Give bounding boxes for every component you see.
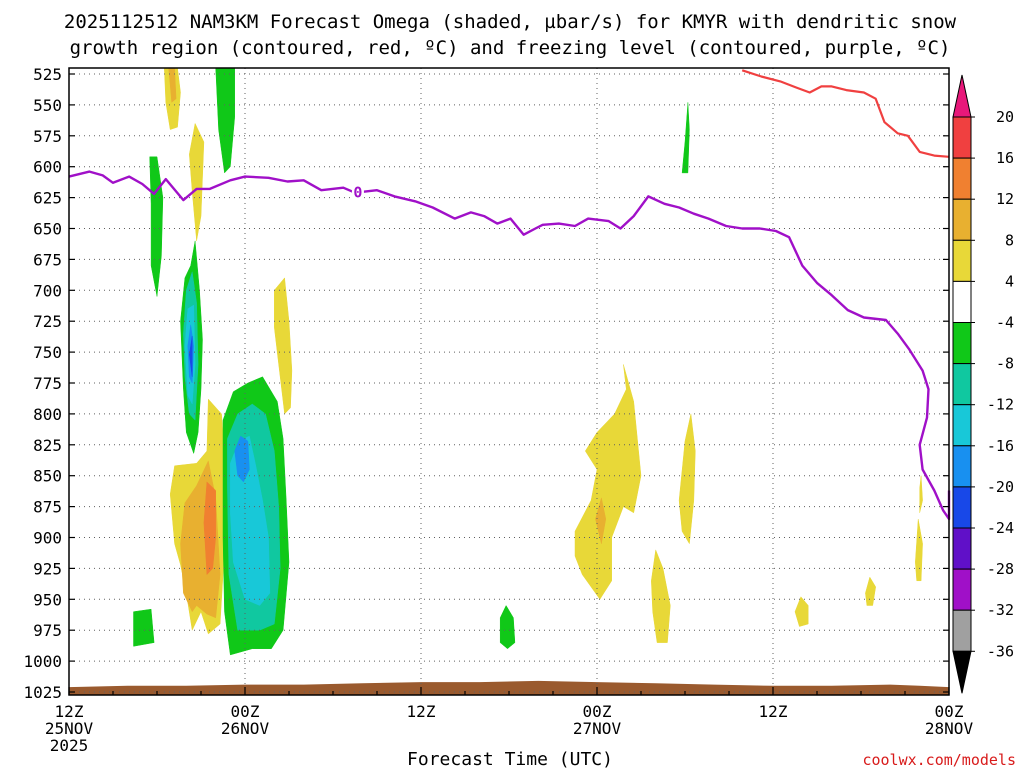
- colorbar-label-13: -32: [987, 601, 1014, 619]
- freezing-level-label: 0: [353, 184, 362, 202]
- colorbar-swatch-10: [952, 486, 972, 529]
- colorbar-swatch-2: [952, 157, 972, 200]
- y-tick-label-975: 975: [33, 621, 62, 640]
- x-tick-label-h0-line2: 25NOV: [45, 719, 94, 738]
- chart-title-line-1: 2025112512 NAM3KM Forecast Omega (shaded…: [64, 11, 957, 33]
- omega-shaded-region-24: [651, 548, 671, 643]
- omega-shaded-region-13: [189, 335, 193, 377]
- y-tick-label-775: 775: [33, 374, 62, 393]
- omega-shaded-region-28: [919, 475, 923, 513]
- x-tick-label-h36-line2: 27NOV: [573, 719, 622, 738]
- colorbar-label-2: 16: [996, 149, 1014, 167]
- y-tick-label-600: 600: [33, 158, 62, 177]
- colorbar-swatch-13: [952, 609, 972, 652]
- y-tick-label-700: 700: [33, 281, 62, 300]
- omega-shaded-region-14: [274, 277, 293, 415]
- colorbar-label-3: 12: [996, 190, 1014, 208]
- omega-shaded-region-29: [681, 102, 690, 174]
- colorbar-swatch-12: [952, 568, 972, 611]
- y-tick-label-875: 875: [33, 498, 62, 517]
- colorbar-label-12: -28: [987, 560, 1014, 578]
- x-tick-label-h24-line1: 12Z: [407, 702, 436, 721]
- colorbar-label-9: -16: [987, 437, 1014, 455]
- colorbar-label-6: -4: [996, 314, 1014, 332]
- colorbar-swatch-6: [952, 322, 972, 365]
- x-tick-label-h48-line1: 12Z: [759, 702, 788, 721]
- colorbar-swatch-1: [952, 116, 972, 159]
- colorbar-swatch-7: [952, 363, 972, 406]
- dendritic-growth-contour: [741, 69, 950, 158]
- colorbar-swatch-8: [952, 404, 972, 447]
- y-tick-label-525: 525: [33, 65, 62, 84]
- colorbar-swatch-4: [952, 239, 972, 282]
- freezing-level-contour: [68, 170, 951, 521]
- colorbar-swatch-3: [952, 198, 972, 241]
- y-tick-label-550: 550: [33, 96, 62, 115]
- contour-layer: 0: [68, 69, 951, 521]
- chart-title-line-2: growth region (contoured, red, ºC) and f…: [70, 37, 951, 59]
- omega-shading-layer: [133, 67, 923, 656]
- x-tick-label-h0-line3: 2025: [50, 736, 89, 755]
- colorbar-label-1: 20: [996, 108, 1014, 126]
- colorbar-label-10: -20: [987, 478, 1014, 496]
- omega-shaded-region-27: [915, 518, 923, 582]
- y-tick-label-1000: 1000: [23, 652, 62, 671]
- freezing-level-label-bg: [351, 183, 364, 201]
- y-tick-label-950: 950: [33, 590, 62, 609]
- x-tick-label-h60-line1: 00Z: [935, 702, 964, 721]
- y-tick-label-575: 575: [33, 127, 62, 146]
- colorbar-label-4: 8: [1005, 231, 1014, 249]
- x-tick-label-h36-line1: 00Z: [583, 702, 612, 721]
- pressure-axis: 525 550 575 600 625 650 675 700 725 750 775 800 825 8…: [23, 65, 949, 702]
- omega-shaded-region-3: [189, 122, 205, 241]
- omega-shaded-region-18: [234, 435, 250, 483]
- y-tick-label-925: 925: [33, 559, 62, 578]
- y-tick-label-625: 625: [33, 189, 62, 208]
- y-tick-label-800: 800: [33, 405, 62, 424]
- y-tick-label-675: 675: [33, 250, 62, 269]
- omega-shaded-region-19: [133, 608, 155, 647]
- source-credit: coolwx.com/models: [862, 751, 1016, 768]
- omega-shaded-region-20: [499, 604, 516, 650]
- colorbar-swatch-11: [952, 527, 972, 570]
- colorbar-bottom-arrow: [952, 650, 972, 694]
- y-tick-label-725: 725: [33, 312, 62, 331]
- colorbar-label-14: -36: [987, 642, 1014, 660]
- y-tick-label-750: 750: [33, 343, 62, 362]
- x-axis-label: Forecast Time (UTC): [407, 749, 613, 768]
- y-tick-label-850: 850: [33, 467, 62, 486]
- colorbar-label-11: -24: [987, 519, 1014, 537]
- colorbar-swatch-5: [952, 280, 972, 323]
- y-tick-label-900: 900: [33, 529, 62, 548]
- colorbar-label-5: 4: [1005, 272, 1014, 290]
- colorbar-label-7: -8: [996, 355, 1014, 373]
- y-tick-label-1025: 1025: [23, 683, 62, 702]
- y-tick-label-650: 650: [33, 220, 62, 239]
- omega-shaded-region-26: [865, 576, 876, 606]
- colorbar-swatch-9: [952, 445, 972, 488]
- omega-shaded-region-22: [595, 497, 607, 544]
- x-tick-label-h12-line1: 00Z: [231, 702, 260, 721]
- omega-shaded-region-21: [574, 364, 642, 600]
- x-tick-label-h0-line1: 12Z: [55, 702, 84, 721]
- omega-colorbar: 20 16 12 8 4 -4 -8 -12 -16 -20 -24 -28 -32 -36: [952, 74, 1014, 694]
- x-tick-label-h60-line2: 28NOV: [925, 719, 974, 738]
- colorbar-label-8: -12: [987, 396, 1014, 414]
- y-tick-label-825: 825: [33, 436, 62, 455]
- x-tick-label-h12-line2: 26NOV: [221, 719, 270, 738]
- omega-shaded-region-8: [203, 481, 216, 576]
